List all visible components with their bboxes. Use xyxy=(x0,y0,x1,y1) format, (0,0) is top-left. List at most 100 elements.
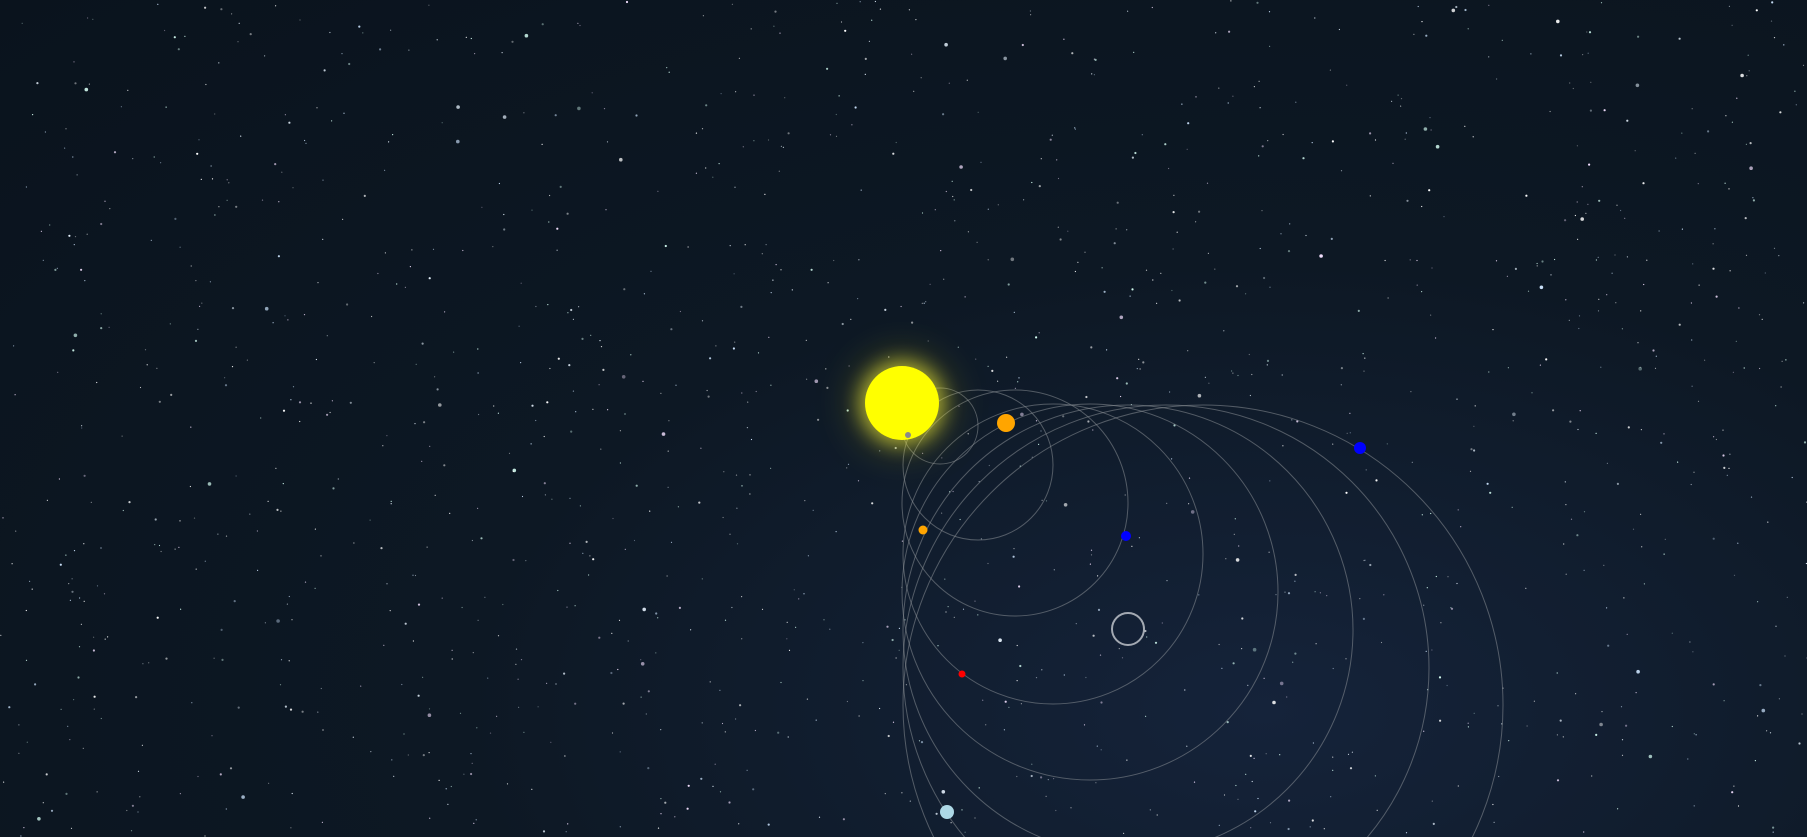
star xyxy=(1599,722,1603,727)
star xyxy=(1457,785,1459,787)
star xyxy=(71,578,73,580)
star xyxy=(465,36,467,39)
star xyxy=(160,550,162,553)
star xyxy=(520,362,522,364)
star xyxy=(947,606,949,608)
star xyxy=(189,485,191,488)
star xyxy=(1053,778,1055,780)
star xyxy=(456,105,460,109)
star xyxy=(1681,228,1683,230)
star xyxy=(73,699,75,701)
star xyxy=(1095,782,1097,784)
planet-neptune[interactable] xyxy=(1354,442,1366,454)
star xyxy=(521,495,524,498)
star xyxy=(70,827,73,830)
star xyxy=(501,52,503,54)
star xyxy=(257,569,259,572)
star xyxy=(1384,259,1386,262)
star xyxy=(389,610,391,612)
star xyxy=(92,18,94,20)
star xyxy=(428,277,431,280)
star xyxy=(757,352,760,354)
star xyxy=(844,29,847,32)
star xyxy=(1218,643,1220,646)
star xyxy=(1740,73,1744,78)
star xyxy=(1456,398,1458,400)
star xyxy=(1221,667,1223,670)
star xyxy=(235,346,237,348)
star xyxy=(579,24,581,27)
star xyxy=(3,781,5,783)
star xyxy=(1691,108,1693,110)
star xyxy=(77,676,80,679)
star xyxy=(1581,186,1583,188)
star xyxy=(617,668,619,671)
planet-mercury[interactable] xyxy=(905,432,911,438)
star xyxy=(823,619,825,621)
star xyxy=(25,659,28,661)
planet-mars[interactable] xyxy=(958,670,966,678)
star xyxy=(195,280,197,282)
star xyxy=(1067,230,1069,232)
star xyxy=(14,394,16,396)
star xyxy=(267,500,269,502)
star xyxy=(1169,391,1171,393)
star xyxy=(1664,538,1666,541)
star xyxy=(1715,295,1718,298)
sun[interactable] xyxy=(865,366,939,440)
star xyxy=(329,31,331,34)
star xyxy=(1047,779,1049,781)
planet-jupiter[interactable] xyxy=(918,525,928,535)
star xyxy=(607,409,609,411)
star xyxy=(747,401,749,403)
star xyxy=(1595,259,1597,261)
star xyxy=(445,788,447,790)
star xyxy=(1331,140,1334,143)
star xyxy=(264,622,266,624)
star xyxy=(1410,391,1412,393)
planet-venus[interactable] xyxy=(997,414,1015,432)
star xyxy=(719,689,721,691)
planet-earth[interactable] xyxy=(1121,531,1131,541)
star xyxy=(83,474,86,477)
star xyxy=(767,139,770,141)
star xyxy=(1446,684,1448,687)
star xyxy=(1314,591,1316,593)
star xyxy=(1266,364,1268,366)
star xyxy=(735,474,738,476)
star xyxy=(687,784,690,787)
star xyxy=(627,640,629,642)
star xyxy=(775,264,777,266)
star xyxy=(1533,700,1535,702)
planet-uranus[interactable] xyxy=(940,805,954,819)
star xyxy=(1035,336,1038,339)
star xyxy=(238,22,240,24)
star xyxy=(1757,601,1759,603)
star xyxy=(426,546,428,548)
star xyxy=(1626,256,1628,258)
star xyxy=(1423,730,1425,732)
star xyxy=(974,600,976,602)
star xyxy=(721,722,724,725)
star xyxy=(1733,785,1735,787)
star xyxy=(421,342,424,345)
star xyxy=(393,775,395,777)
star xyxy=(952,490,954,493)
star xyxy=(660,798,662,800)
star xyxy=(582,552,584,554)
star xyxy=(249,33,252,36)
star xyxy=(1565,299,1567,301)
star xyxy=(1115,228,1117,230)
star xyxy=(901,540,904,542)
star xyxy=(411,249,413,251)
star xyxy=(988,464,990,467)
star xyxy=(1572,87,1574,90)
moon-ring[interactable] xyxy=(1111,612,1145,646)
star xyxy=(80,623,82,625)
star xyxy=(358,25,361,28)
star xyxy=(15,530,17,532)
star xyxy=(1802,64,1805,66)
star xyxy=(1138,358,1140,360)
star xyxy=(1681,132,1683,134)
